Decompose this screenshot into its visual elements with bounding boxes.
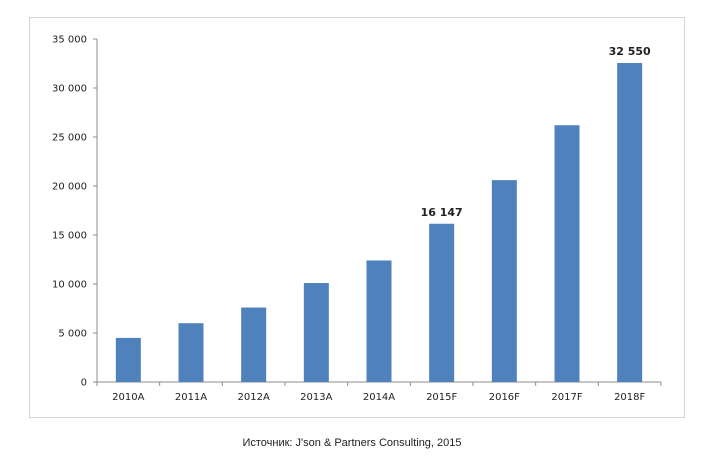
chart-x-tick-labels: 2010A 2011A 2012A 2013A 2014A 2015F 2016F 2017F… — [112, 392, 645, 403]
chart-y-tick-labels: 0 5 000 10 000 15 000 20 000 25 000 30 000 35 0… — [52, 35, 87, 389]
x-tick-label: 2012A — [238, 392, 270, 403]
y-tick-label: 20 000 — [52, 182, 87, 193]
x-tick-label: 2015F — [426, 392, 457, 403]
y-tick-label: 10 000 — [52, 280, 87, 291]
x-tick-label: 2013A — [300, 392, 332, 403]
chart-frame: 16 147 32 550 2010A 2011A 2012A 2013A 2014A 20… — [29, 17, 685, 418]
bar-2011A — [178, 323, 204, 382]
x-tick-label: 2018F — [614, 392, 645, 403]
y-tick-label: 5 000 — [58, 329, 87, 340]
data-label: 16 147 — [421, 206, 463, 219]
y-tick-label: 35 000 — [52, 35, 87, 46]
y-tick-label: 25 000 — [52, 133, 87, 144]
x-tick-label: 2011A — [175, 392, 207, 403]
bar-2017F — [554, 125, 580, 383]
bar-2012A — [241, 307, 267, 382]
chart-data-labels: 16 147 32 550 — [421, 45, 651, 219]
bar-2014A — [366, 260, 392, 382]
x-tick-label: 2016F — [489, 392, 520, 403]
y-tick-label: 30 000 — [52, 84, 87, 95]
bar-2018F — [617, 63, 643, 382]
y-tick-label: 15 000 — [52, 231, 87, 242]
x-tick-label: 2017F — [551, 392, 582, 403]
bar-2013A — [303, 283, 329, 382]
x-tick-label: 2010A — [112, 392, 144, 403]
x-tick-label: 2014A — [363, 392, 395, 403]
bar-2016F — [491, 180, 517, 382]
bar-2010A — [115, 337, 141, 382]
y-tick-label: 0 — [81, 378, 87, 389]
bar-2015F — [429, 223, 455, 382]
chart-bars — [115, 63, 643, 383]
data-label: 32 550 — [609, 45, 651, 58]
source-caption: Источник: J'son & Partners Consulting, 2… — [242, 437, 462, 449]
